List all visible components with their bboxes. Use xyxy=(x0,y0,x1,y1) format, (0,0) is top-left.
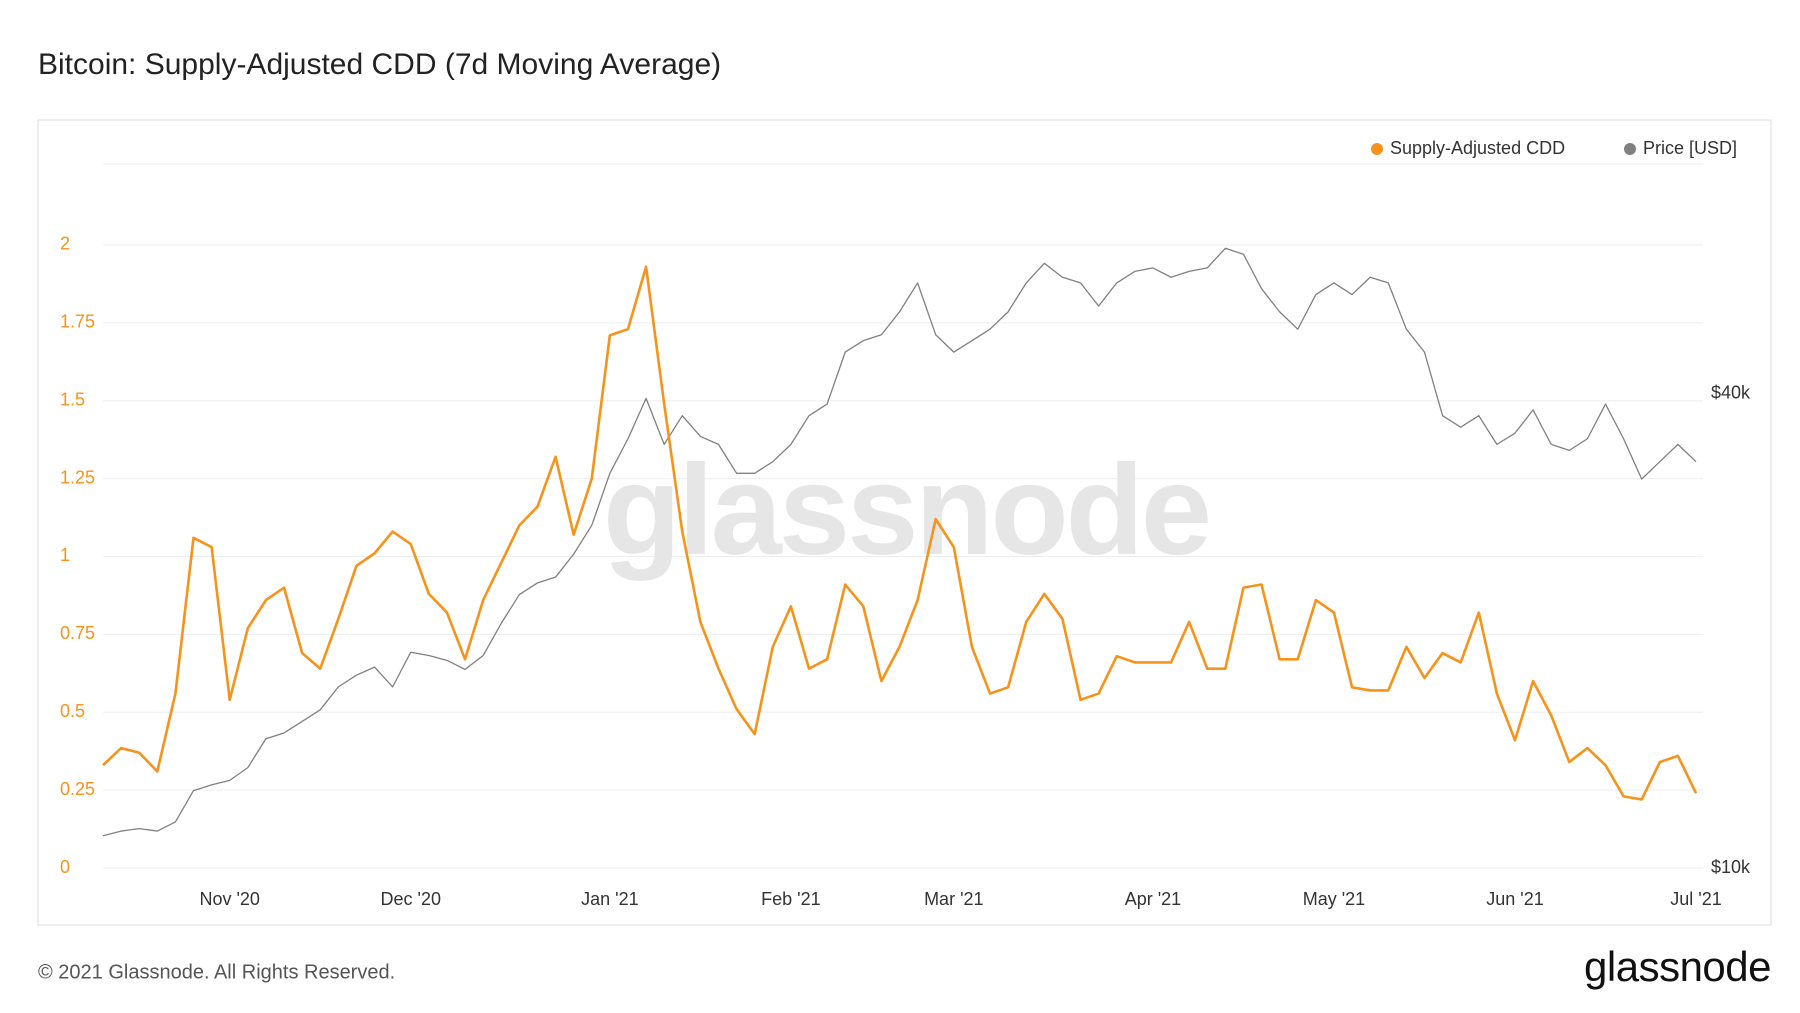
y-tick-label: 2 xyxy=(60,234,70,254)
series-line xyxy=(102,265,1698,801)
chart-card xyxy=(37,119,1772,926)
chart-title: Bitcoin: Supply-Adjusted CDD (7d Moving … xyxy=(38,48,721,81)
y-tick-label: 0.25 xyxy=(60,779,95,799)
copyright: © 2021 Glassnode. All Rights Reserved. xyxy=(38,961,395,983)
x-tick-label: Jan '21 xyxy=(581,889,638,909)
y-tick-label: 1.5 xyxy=(60,389,85,409)
y-tick-label: 0 xyxy=(60,857,70,877)
legend-marker xyxy=(1371,143,1383,155)
x-tick-label: Feb '21 xyxy=(761,889,820,909)
legend-label: Price [USD] xyxy=(1643,138,1737,158)
y-tick-label: 0.75 xyxy=(60,623,95,643)
x-tick-label: Jul '21 xyxy=(1670,889,1721,909)
y-tick-label: 1 xyxy=(60,545,70,565)
y-tick-label: 1.25 xyxy=(60,467,95,487)
series-line xyxy=(102,247,1697,837)
x-tick-label: Apr '21 xyxy=(1125,889,1181,909)
x-tick-label: Mar '21 xyxy=(924,889,983,909)
y-tick-label: 0.5 xyxy=(60,701,85,721)
x-tick-label: Dec '20 xyxy=(381,889,441,909)
x-tick-label: Jun '21 xyxy=(1486,889,1543,909)
legend-marker xyxy=(1624,143,1636,155)
watermark: glassnode xyxy=(603,439,1209,582)
y-tick-label: 1.75 xyxy=(60,312,95,332)
y2-tick-label: $10k xyxy=(1711,857,1751,877)
y2-tick-label: $40k xyxy=(1711,383,1751,403)
x-tick-label: Nov '20 xyxy=(199,889,259,909)
x-tick-label: May '21 xyxy=(1303,889,1365,909)
legend-label: Supply-Adjusted CDD xyxy=(1390,138,1565,158)
logo: glassnode xyxy=(1584,943,1771,990)
